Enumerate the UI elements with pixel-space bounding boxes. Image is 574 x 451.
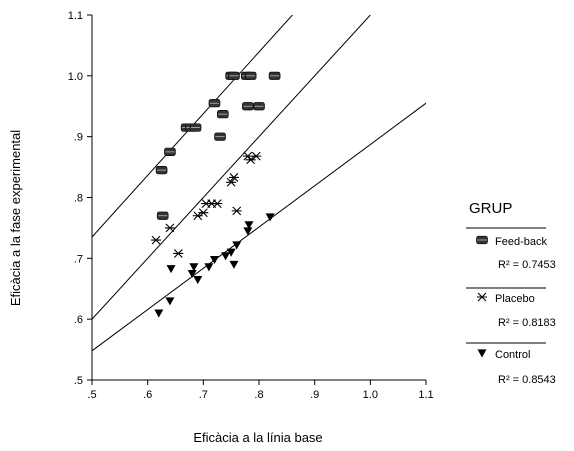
legend-entry-control: Control: [495, 349, 530, 361]
fit-line-placebo: [92, 15, 371, 320]
data-point-control: [229, 260, 239, 269]
legend-marker-control: [477, 349, 487, 358]
data-point-placebo: [151, 235, 162, 245]
data-point-placebo: [245, 155, 256, 165]
data-point-control: [244, 221, 254, 230]
x-tick-label: .9: [310, 389, 319, 401]
data-point-control: [226, 248, 236, 257]
y-tick-label: .6: [74, 314, 83, 326]
data-point-placebo: [198, 208, 209, 218]
y-tick-label: 1.0: [68, 71, 83, 83]
data-point-control: [204, 263, 214, 272]
legend-symbol-feed-back: [476, 235, 488, 245]
series-control: [92, 102, 426, 352]
data-point-feed-back: [189, 123, 202, 132]
legend-marker-placebo: [477, 292, 487, 302]
data-point-placebo: [228, 173, 239, 182]
y-tick-label: 1.1: [68, 10, 83, 22]
data-point-placebo: [212, 199, 223, 208]
legend-title: GRUP: [469, 200, 512, 217]
legend-marker-feed-back: [476, 235, 488, 245]
y-tick-label: .7: [74, 253, 83, 265]
data-point-feed-back: [214, 132, 226, 141]
data-point-feed-back: [155, 166, 168, 175]
data-point-control: [193, 276, 203, 285]
x-tick-label: .8: [254, 389, 263, 401]
data-point-control: [265, 213, 275, 222]
data-point-control: [187, 269, 197, 279]
legend-r2-feed-back: R² = 0.7453: [498, 259, 556, 271]
y-axis-label: Eficàcia a la fase experimental: [8, 130, 23, 306]
data-point-control: [209, 255, 219, 265]
data-point-control: [189, 263, 199, 272]
data-point-feed-back: [228, 71, 240, 80]
y-tick-label: .5: [74, 375, 83, 387]
data-point-control: [232, 241, 242, 250]
x-tick-label: 1.1: [418, 389, 433, 401]
data-point-feed-back: [164, 147, 176, 156]
legend-symbol-control: [477, 349, 487, 358]
x-tick-label: .5: [87, 389, 96, 401]
data-point-feed-back: [217, 110, 229, 119]
data-point-control: [243, 227, 253, 236]
data-point-control: [221, 252, 231, 261]
legend-r2-placebo: R² = 0.8183: [498, 317, 556, 329]
x-tick-label: .7: [199, 389, 208, 401]
data-point-placebo: [164, 223, 175, 233]
data-point-feed-back: [156, 211, 169, 220]
plot-area: .5 .6 .7 .8 .9 1.0 1.1 .5 .6 .7 .8 .9 1.0 1.1: [68, 10, 434, 401]
legend: GRUP Feed-back R² = 0.7453 Placebo R² = …: [466, 200, 556, 386]
x-tick-label: 1.0: [363, 389, 378, 401]
x-axis-label: Eficàcia a la línia base: [193, 430, 322, 445]
legend-entry-feed-back: Feed-back: [495, 236, 547, 248]
x-tick-label: .6: [143, 389, 152, 401]
y-tick-label: .8: [74, 193, 83, 205]
data-point-feed-back: [244, 71, 257, 80]
fit-line-control: [92, 102, 426, 352]
data-point-placebo: [242, 151, 253, 161]
legend-r2-control: R² = 0.8543: [498, 374, 556, 386]
data-point-control: [165, 297, 175, 306]
data-point-feed-back: [268, 71, 281, 80]
data-point-placebo: [226, 177, 237, 187]
y-tick-label: .9: [74, 132, 83, 144]
legend-symbol-placebo: [477, 292, 487, 302]
data-point-feed-back: [242, 102, 254, 111]
data-point-control: [154, 309, 164, 318]
series-feed-back: [92, 15, 293, 238]
data-point-placebo: [251, 151, 262, 161]
data-point-placebo: [173, 249, 184, 258]
series-placebo: [92, 15, 371, 320]
data-point-placebo: [231, 206, 242, 216]
data-point-control: [166, 265, 176, 274]
legend-entry-placebo: Placebo: [495, 293, 535, 305]
data-point-feed-back: [253, 102, 265, 111]
data-point-feed-back: [208, 99, 221, 108]
